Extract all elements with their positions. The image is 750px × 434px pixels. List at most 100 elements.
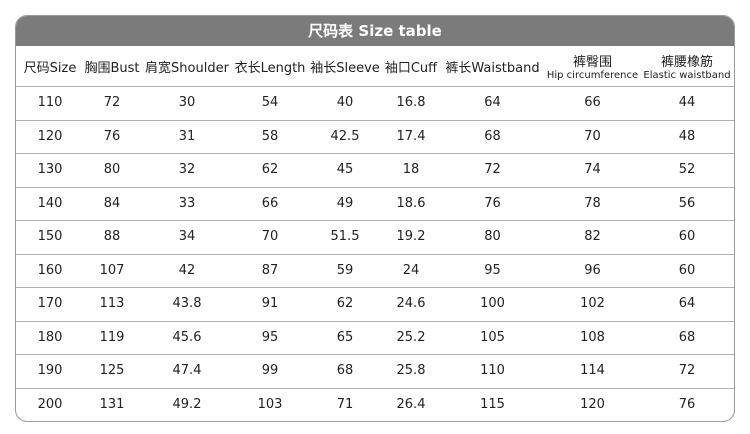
table-cell: 120 (580, 396, 605, 412)
table-cell: 160 (37, 262, 63, 278)
table-cell: 102 (580, 296, 605, 312)
header-label: 袖长Sleeve (310, 60, 380, 76)
row-divider (16, 86, 734, 87)
header-cell: 裤臀围 Hip circumference (544, 46, 641, 86)
header-cell: 裤长Waistband (441, 46, 544, 86)
table-cell: 82 (584, 229, 601, 245)
table-cell: 70 (261, 229, 279, 245)
table-cell: 66 (261, 195, 279, 211)
table-cell: 68 (336, 363, 354, 379)
row-divider (16, 186, 734, 188)
table-cell: 74 (584, 162, 601, 178)
row-divider (16, 253, 734, 255)
table-cell: 47.4 (172, 363, 202, 379)
table-cell: 32 (178, 162, 196, 178)
header-label: 裤长Waistband (445, 60, 540, 76)
table-cell: 31 (178, 128, 196, 144)
table-cell: 25.8 (396, 363, 426, 379)
table-cell: 58 (261, 128, 279, 144)
table-cell: 60 (678, 229, 696, 245)
table-cell: 64 (484, 95, 501, 111)
table-cell: 125 (99, 363, 125, 379)
table-cell: 108 (580, 329, 605, 345)
table-cell: 76 (484, 195, 501, 211)
table-cell: 42.5 (330, 128, 360, 144)
table-cell: 65 (336, 329, 354, 345)
table-cell: 110 (480, 363, 505, 379)
table-cell: 95 (484, 262, 501, 278)
table-cell: 19.2 (396, 229, 426, 245)
table-cell: 68 (678, 329, 696, 345)
table-cell: 25.2 (396, 329, 426, 345)
table-cell: 56 (678, 195, 696, 211)
table-cell: 62 (336, 296, 354, 312)
table-cell: 71 (336, 396, 354, 412)
table-cell: 80 (103, 162, 121, 178)
row-divider (16, 119, 734, 121)
header-cell: 袖口Cuff (381, 46, 441, 86)
header-label: 肩宽Shoulder (145, 60, 229, 76)
table-cell: 115 (480, 396, 505, 412)
table-cell: 88 (103, 229, 121, 245)
table-cell: 114 (580, 363, 605, 379)
header-label: 胸围Bust (84, 60, 140, 76)
table-cell: 17.4 (396, 128, 426, 144)
table-cell: 107 (99, 262, 125, 278)
table-cell: 18.6 (396, 195, 426, 211)
table-cell: 87 (261, 262, 279, 278)
table-cell: 49.2 (172, 396, 202, 412)
table-cell: 43.8 (172, 296, 202, 312)
table-cell: 130 (37, 162, 63, 178)
row-divider (16, 220, 734, 221)
table-cell: 170 (37, 296, 63, 312)
table-cell: 131 (99, 396, 125, 412)
table-cell: 150 (37, 229, 63, 245)
row-divider (16, 320, 734, 322)
table-cell: 91 (261, 296, 279, 312)
table-cell: 33 (178, 195, 196, 211)
table-cell: 100 (480, 296, 505, 312)
header-label: 尺码Size (23, 60, 77, 76)
table-cell: 84 (103, 195, 121, 211)
table-cell: 42 (178, 262, 196, 278)
table-cell: 190 (37, 363, 63, 379)
table-cell: 24.6 (396, 296, 426, 312)
header-cell: 衣长Length (231, 46, 309, 86)
table-cell: 44 (678, 95, 696, 111)
table-cell: 59 (336, 262, 354, 278)
table-cell: 80 (484, 229, 501, 245)
table-cell: 66 (584, 95, 601, 111)
table-cell: 76 (103, 128, 121, 144)
table-cell: 140 (37, 195, 63, 211)
table-title: 尺码表 Size table (16, 16, 734, 46)
table-cell: 62 (261, 162, 279, 178)
table-cell: 49 (336, 195, 354, 211)
table-cell: 54 (261, 95, 279, 111)
table-cell: 78 (584, 195, 601, 211)
table-cell: 110 (37, 95, 63, 111)
header-label: 裤臀围 (572, 55, 612, 70)
table-cell: 51.5 (330, 229, 360, 245)
table-cell: 18 (402, 162, 420, 178)
table-cell: 95 (261, 329, 279, 345)
header-cell: 尺码Size (19, 46, 81, 86)
row-divider (16, 153, 734, 154)
table-cell: 45 (336, 162, 354, 178)
table-cell: 72 (484, 162, 501, 178)
header-cell: 胸围Bust (81, 46, 143, 86)
table-cell: 113 (99, 296, 125, 312)
header-sublabel: Hip circumference (546, 70, 639, 81)
table-cell: 105 (480, 329, 505, 345)
header-label: 裤腰橡筋 (660, 55, 713, 70)
table-cell: 180 (37, 329, 63, 345)
table-cell: 40 (336, 95, 354, 111)
header-sublabel: Elastic waistband (643, 70, 731, 81)
table-cell: 16.8 (396, 95, 426, 111)
table-cell: 45.6 (172, 329, 202, 345)
table-cell: 103 (257, 396, 283, 412)
header-label: 衣长Length (234, 60, 306, 76)
table-cell: 96 (584, 262, 601, 278)
table-cell: 24 (402, 262, 420, 278)
table-cell: 70 (584, 128, 601, 144)
header-label: 袖口Cuff (384, 60, 438, 76)
